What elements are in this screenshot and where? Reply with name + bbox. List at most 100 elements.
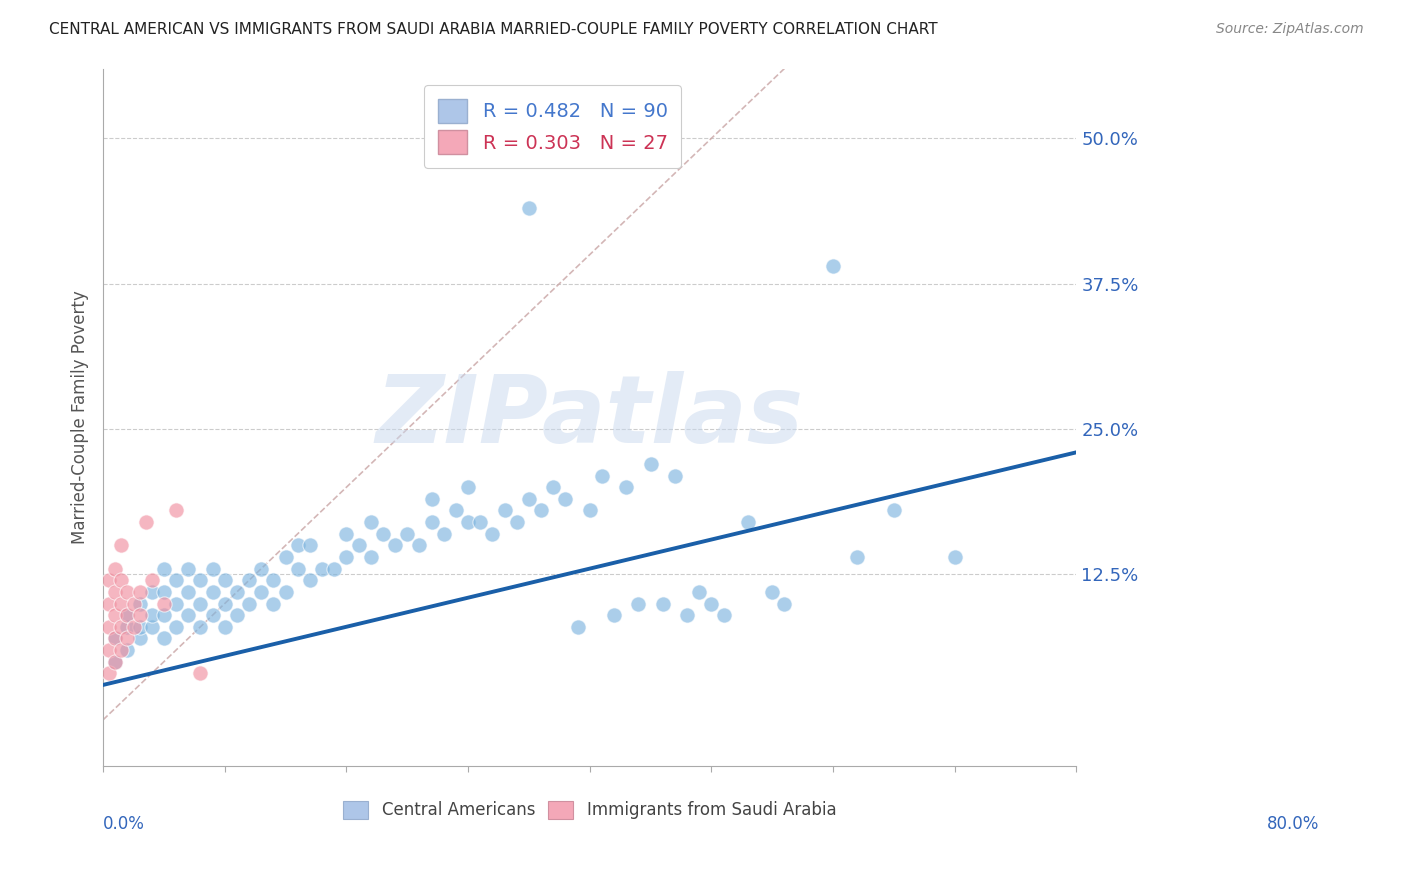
Y-axis label: Married-Couple Family Poverty: Married-Couple Family Poverty [72,291,89,544]
Point [360,549,382,564]
Point [700,597,723,611]
Point [141,573,163,587]
Point [470,515,492,529]
Point [117,608,139,623]
Point [190,573,212,587]
Point [311,561,333,575]
Point [274,585,297,599]
Point [384,538,406,552]
Point [226,608,249,623]
Point [128,620,150,634]
Point [128,597,150,611]
Point [165,620,187,634]
Point [110,573,132,587]
Point [177,561,200,575]
Point [603,608,626,623]
Point [262,597,284,611]
Point [110,597,132,611]
Point [190,620,212,634]
Point [141,608,163,623]
Point [481,526,503,541]
Point [201,608,224,623]
Point [347,538,370,552]
Point [177,608,200,623]
Text: CENTRAL AMERICAN VS IMMIGRANTS FROM SAUDI ARABIA MARRIED-COUPLE FAMILY POVERTY C: CENTRAL AMERICAN VS IMMIGRANTS FROM SAUD… [49,22,938,37]
Point [153,561,176,575]
Point [238,597,260,611]
Point [117,632,139,646]
Point [104,632,127,646]
Point [165,503,187,517]
Point [214,573,236,587]
Point [153,608,176,623]
Point [274,549,297,564]
Point [335,526,357,541]
Point [104,632,127,646]
Point [396,526,419,541]
Point [98,573,121,587]
Legend: Central Americans, Immigrants from Saudi Arabia: Central Americans, Immigrants from Saudi… [335,792,845,828]
Point [543,480,565,494]
Point [883,503,905,517]
Point [190,597,212,611]
Point [517,201,540,215]
Point [128,585,150,599]
Point [433,526,456,541]
Point [323,561,346,575]
Point [713,608,735,623]
Point [287,561,309,575]
Point [238,573,260,587]
Point [201,585,224,599]
Point [761,585,783,599]
Text: 0.0%: 0.0% [103,815,145,833]
Point [846,549,869,564]
Point [128,632,150,646]
Point [117,585,139,599]
Point [104,655,127,669]
Text: 80.0%: 80.0% [1267,815,1320,833]
Point [262,573,284,587]
Point [360,515,382,529]
Point [104,608,127,623]
Point [214,597,236,611]
Point [943,549,966,564]
Point [135,515,157,529]
Point [153,597,176,611]
Point [591,468,613,483]
Point [104,655,127,669]
Point [214,620,236,634]
Point [371,526,394,541]
Point [773,597,796,611]
Point [494,503,516,517]
Point [117,643,139,657]
Point [737,515,759,529]
Point [408,538,430,552]
Point [104,585,127,599]
Point [420,515,443,529]
Point [554,491,576,506]
Point [141,620,163,634]
Point [420,491,443,506]
Point [153,585,176,599]
Point [250,561,273,575]
Point [457,480,479,494]
Point [117,608,139,623]
Point [250,585,273,599]
Text: Source: ZipAtlas.com: Source: ZipAtlas.com [1216,22,1364,37]
Point [165,597,187,611]
Point [201,561,224,575]
Point [688,585,710,599]
Point [506,515,529,529]
Point [141,585,163,599]
Point [298,538,321,552]
Point [530,503,553,517]
Point [823,259,845,273]
Point [444,503,467,517]
Point [226,585,249,599]
Point [640,457,662,471]
Point [651,597,673,611]
Point [517,491,540,506]
Point [165,573,187,587]
Point [122,597,145,611]
Point [664,468,686,483]
